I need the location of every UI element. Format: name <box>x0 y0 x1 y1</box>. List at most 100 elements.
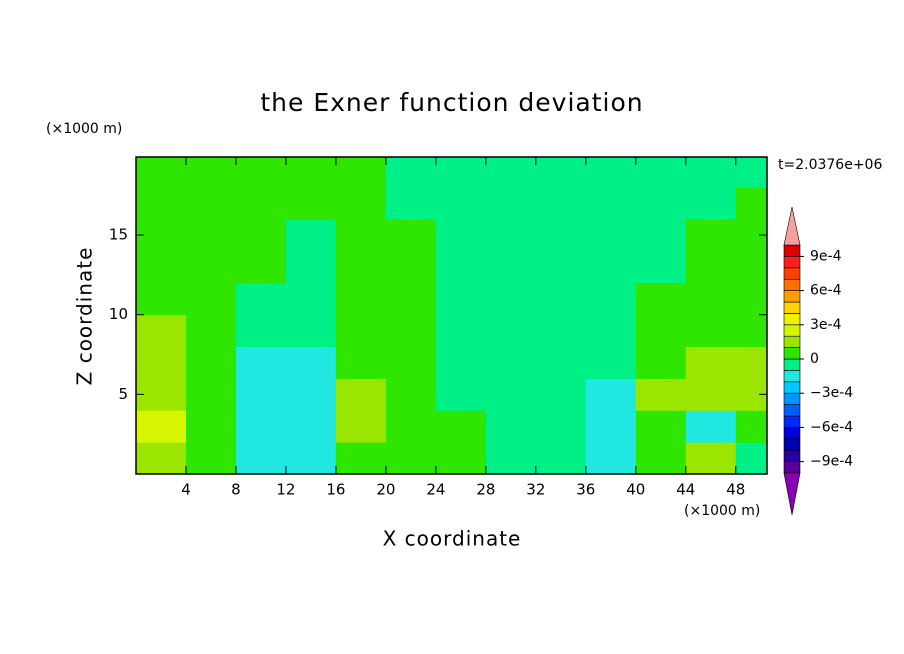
contour-cell <box>136 219 187 252</box>
contour-cell <box>285 442 337 474</box>
x-tick-label: 48 <box>726 481 745 499</box>
contour-cell <box>335 250 387 284</box>
contour-cell <box>185 442 237 474</box>
contour-cell <box>385 442 437 474</box>
colorbar-bin <box>783 404 801 417</box>
contour-cell <box>335 410 387 443</box>
contour-cell <box>335 157 387 188</box>
x-tick-label: 36 <box>576 481 595 499</box>
contour-cell <box>385 187 437 220</box>
contour-cell <box>585 219 637 252</box>
contour-cell <box>635 219 687 252</box>
contour-cell <box>585 250 637 284</box>
x-tick-label: 44 <box>676 481 695 499</box>
contour-cell <box>285 314 337 348</box>
contour-field <box>136 157 767 474</box>
colorbar-bin <box>783 438 801 451</box>
contour-cell <box>285 282 337 316</box>
contour-cell <box>585 410 637 443</box>
contour-cell <box>185 219 237 252</box>
contour-cell <box>535 410 587 443</box>
y-axis-label: Z coordinate <box>73 247 97 386</box>
contour-cell <box>136 282 187 316</box>
colorbar-bin <box>783 313 801 326</box>
contour-cell <box>535 282 587 316</box>
contour-cell <box>185 157 237 188</box>
contour-cell <box>585 314 637 348</box>
contour-cell <box>136 378 187 411</box>
contour-cell <box>485 250 537 284</box>
colorbar-bin <box>783 347 801 360</box>
contour-cell <box>685 219 737 252</box>
contour-cell <box>435 442 487 474</box>
contour-cell <box>185 378 237 411</box>
colorbar-tick-label: 3e-4 <box>810 317 842 333</box>
colorbar-tick-label: 6e-4 <box>810 283 842 299</box>
contour-cell <box>685 282 737 316</box>
contour-cell <box>435 314 487 348</box>
contour-cell <box>685 250 737 284</box>
contour-cell <box>285 410 337 443</box>
contour-cell <box>585 378 637 411</box>
colorbar-bin <box>783 449 801 462</box>
contour-cell <box>285 157 337 188</box>
contour-cell <box>285 250 337 284</box>
contour-cell <box>635 442 687 474</box>
colorbar-bin <box>783 381 801 394</box>
contour-cell <box>136 157 187 188</box>
contour-cell <box>585 442 637 474</box>
y-unit: (×1000 m) <box>46 121 122 137</box>
contour-cell <box>136 346 187 379</box>
contour-cell <box>535 314 587 348</box>
colorbar-bin <box>783 358 801 371</box>
colorbar-bin <box>783 335 801 348</box>
contour-cell <box>535 250 587 284</box>
contour-cell <box>485 314 537 348</box>
contour-cell <box>535 378 587 411</box>
x-tick-label: 32 <box>526 481 545 499</box>
contour-cell <box>635 157 687 188</box>
contour-cell <box>136 314 187 348</box>
x-tick-label: 40 <box>626 481 645 499</box>
colorbar-bin <box>783 256 801 269</box>
contour-cell <box>485 219 537 252</box>
contour-cell <box>635 314 687 348</box>
colorbar-bin <box>783 244 801 257</box>
contour-cell <box>485 378 537 411</box>
contour-cell <box>535 442 587 474</box>
contour-cell <box>385 157 437 188</box>
colorbar-tick-label: 9e-4 <box>810 248 842 264</box>
contour-cell <box>185 410 237 443</box>
contour-cell <box>285 219 337 252</box>
contour-cell <box>735 187 767 220</box>
contour-cell <box>235 282 287 316</box>
x-tick-label: 12 <box>276 481 295 499</box>
contour-cell <box>535 157 587 188</box>
contour-cell <box>735 410 767 443</box>
contour-cell <box>235 410 287 443</box>
contour-cell <box>285 346 337 379</box>
contour-cell <box>435 250 487 284</box>
x-tick-label: 20 <box>376 481 395 499</box>
plot-frame <box>135 156 768 475</box>
x-tick-label: 4 <box>181 481 191 499</box>
contour-cell <box>235 314 287 348</box>
contour-cell <box>585 282 637 316</box>
colorbar: −9e-4 −6e-4 −3e-4 0 3e-4 6e-4 9e-4 <box>783 206 853 516</box>
contour-cell <box>285 187 337 220</box>
contour-cell <box>385 346 437 379</box>
contour-cell <box>385 410 437 443</box>
contour-cell <box>136 410 187 443</box>
contour-cell <box>385 250 437 284</box>
contour-cell <box>385 282 437 316</box>
contour-cell <box>285 378 337 411</box>
contour-cell <box>335 219 387 252</box>
contour-cell <box>535 219 587 252</box>
contour-cell <box>235 157 287 188</box>
contour-cell <box>136 187 187 220</box>
contour-cell <box>185 250 237 284</box>
colorbar-bin <box>783 392 801 405</box>
contour-cell <box>235 250 287 284</box>
